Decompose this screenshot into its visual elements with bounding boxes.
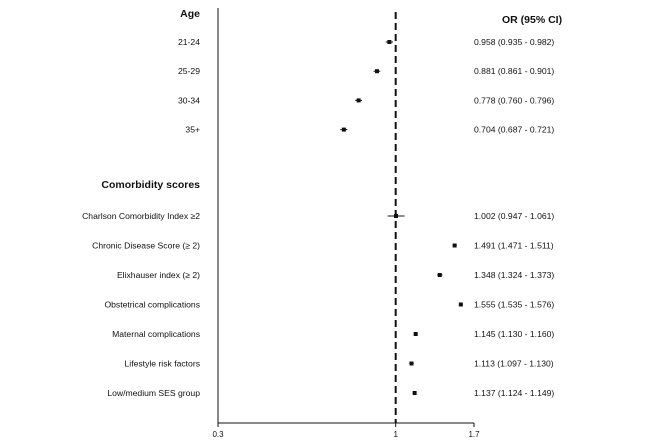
- ci-value-text: 1.002 (0.947 - 1.061): [474, 211, 554, 221]
- x-tick-label: 1: [393, 430, 398, 439]
- point-estimate: [393, 214, 398, 218]
- group-header: Age: [180, 8, 200, 20]
- point-estimate: [341, 127, 346, 132]
- row-label: 21-24: [178, 37, 200, 47]
- row-label: Charlson Comorbidity Index ≥2: [82, 211, 200, 221]
- ci-value-text: 1.348 (1.324 - 1.373): [474, 270, 554, 280]
- ci-value-text: 1.145 (1.130 - 1.160): [474, 329, 554, 339]
- x-tick-label: 0.3: [212, 430, 224, 439]
- row-label: 35+: [185, 125, 200, 135]
- point-estimate: [452, 243, 457, 248]
- row-label: 30-34: [178, 95, 200, 105]
- row-label: 25-29: [178, 66, 200, 76]
- point-estimate: [356, 98, 361, 103]
- point-estimate: [374, 69, 379, 74]
- ci-column-header: OR (95% CI): [502, 14, 562, 26]
- ci-value-text: 1.555 (1.535 - 1.576): [474, 300, 554, 310]
- text-layer: 0.3 1 1.7 OR (95% CI) Age 21-24 0.958 (0.935 -…: [82, 8, 562, 439]
- point-estimate: [412, 391, 417, 395]
- row-label: Maternal complications: [112, 329, 200, 339]
- row-label: Low/medium SES group: [107, 388, 200, 398]
- point-estimate: [437, 273, 442, 277]
- axis-layer: [217, 8, 475, 427]
- point-estimate: [413, 332, 418, 336]
- ci-value-text: 0.704 (0.687 - 0.721): [474, 125, 554, 135]
- ci-value-text: 1.137 (1.124 - 1.149): [474, 388, 554, 398]
- ci-value-text: 0.778 (0.760 - 0.796): [474, 95, 554, 105]
- ci-value-text: 0.881 (0.861 - 0.901): [474, 66, 554, 76]
- row-label: Elixhauser index (≥ 2): [117, 270, 200, 280]
- point-estimate: [409, 361, 414, 366]
- group-header: Comorbidity scores: [101, 179, 200, 191]
- point-estimate: [387, 40, 392, 44]
- row-label: Obstetrical complications: [104, 300, 200, 310]
- row-label: Chronic Disease Score (≥ 2): [92, 241, 200, 251]
- ci-value-text: 1.113 (1.097 - 1.130): [474, 359, 554, 369]
- marks-layer: [340, 40, 463, 395]
- ci-value-text: 1.491 (1.471 - 1.511): [474, 241, 554, 251]
- point-estimate: [458, 302, 463, 307]
- ci-value-text: 0.958 (0.935 - 0.982): [474, 37, 554, 47]
- row-label: Lifestyle risk factors: [125, 359, 200, 369]
- x-tick-label: 1.7: [468, 430, 480, 439]
